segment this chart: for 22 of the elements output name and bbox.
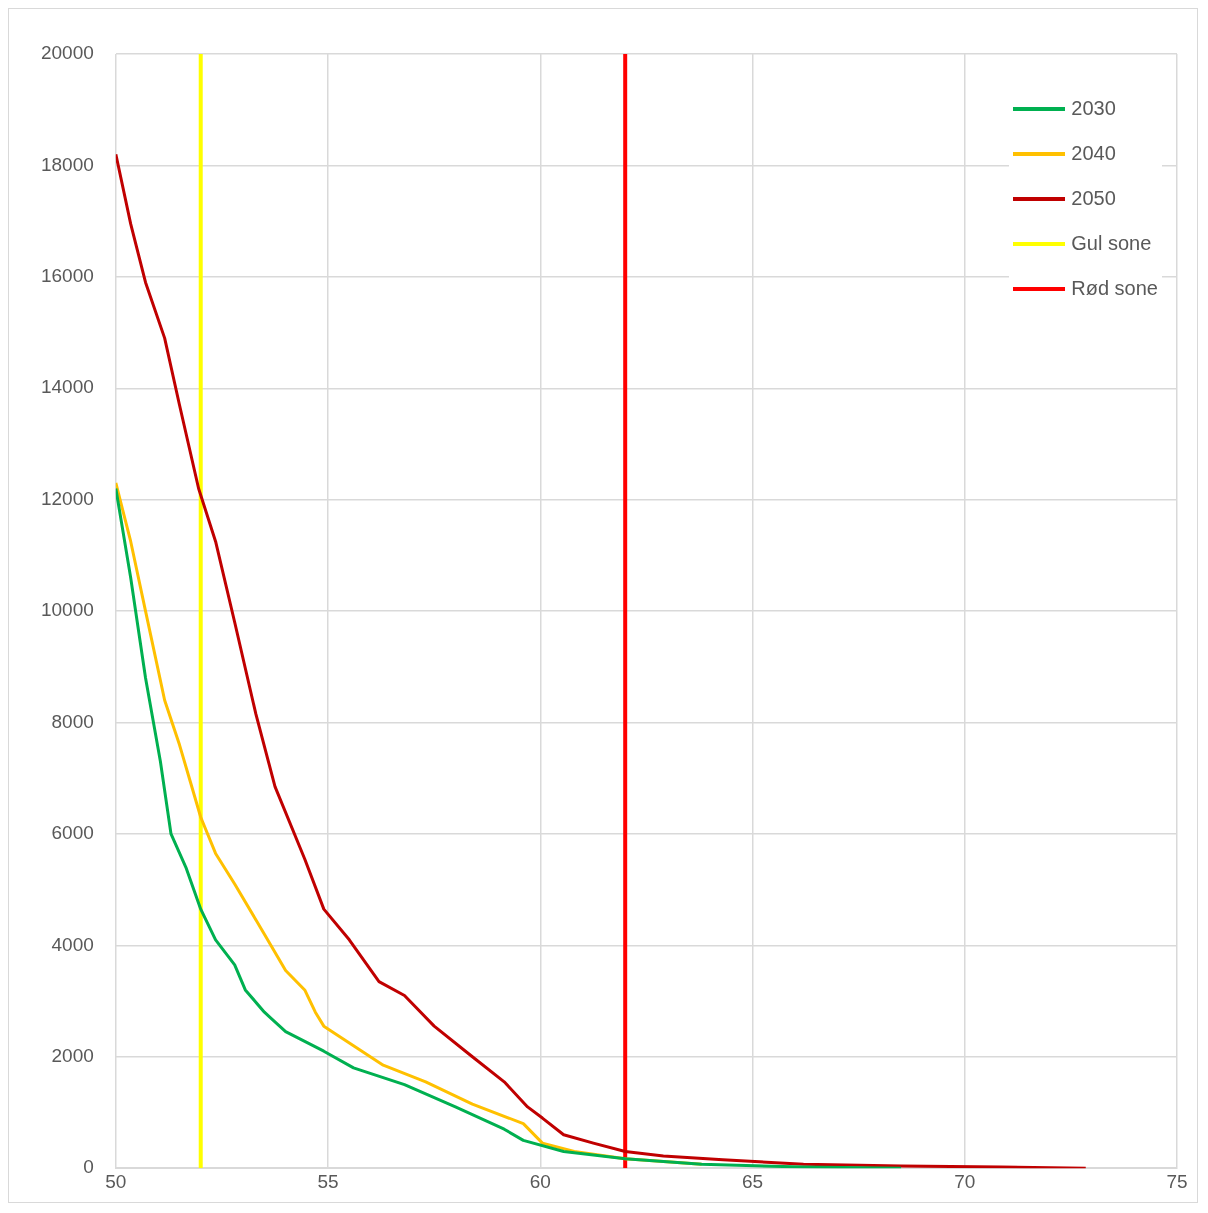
y-tick-label: 12000 [40, 487, 94, 509]
y-tick-label: 16000 [40, 265, 94, 287]
legend-label: 2050 [1071, 187, 1116, 210]
x-tick-label: 55 [317, 1170, 339, 1192]
y-tick-label: 14000 [40, 376, 94, 398]
y-tick-label: 0 [83, 1156, 94, 1178]
legend-label: 2030 [1071, 97, 1116, 120]
x-tick-label: 70 [954, 1170, 976, 1192]
y-tick-label: 4000 [51, 933, 94, 955]
legend-label: Gul sone [1071, 232, 1152, 255]
x-tick-label: 60 [529, 1170, 551, 1192]
x-tick-label: 65 [741, 1170, 764, 1192]
y-tick-label: 18000 [40, 153, 94, 175]
y-tick-label: 8000 [51, 710, 94, 732]
legend-label: Rød sone [1071, 277, 1158, 300]
legend-label: 2040 [1071, 142, 1116, 165]
y-tick-label: 6000 [51, 822, 94, 844]
y-tick-label: 2000 [51, 1045, 94, 1067]
y-tick-label: 10000 [40, 599, 94, 621]
y-tick-label: 20000 [40, 42, 94, 64]
x-tick-label: 50 [105, 1170, 127, 1192]
x-tick-label: 75 [1166, 1170, 1188, 1192]
